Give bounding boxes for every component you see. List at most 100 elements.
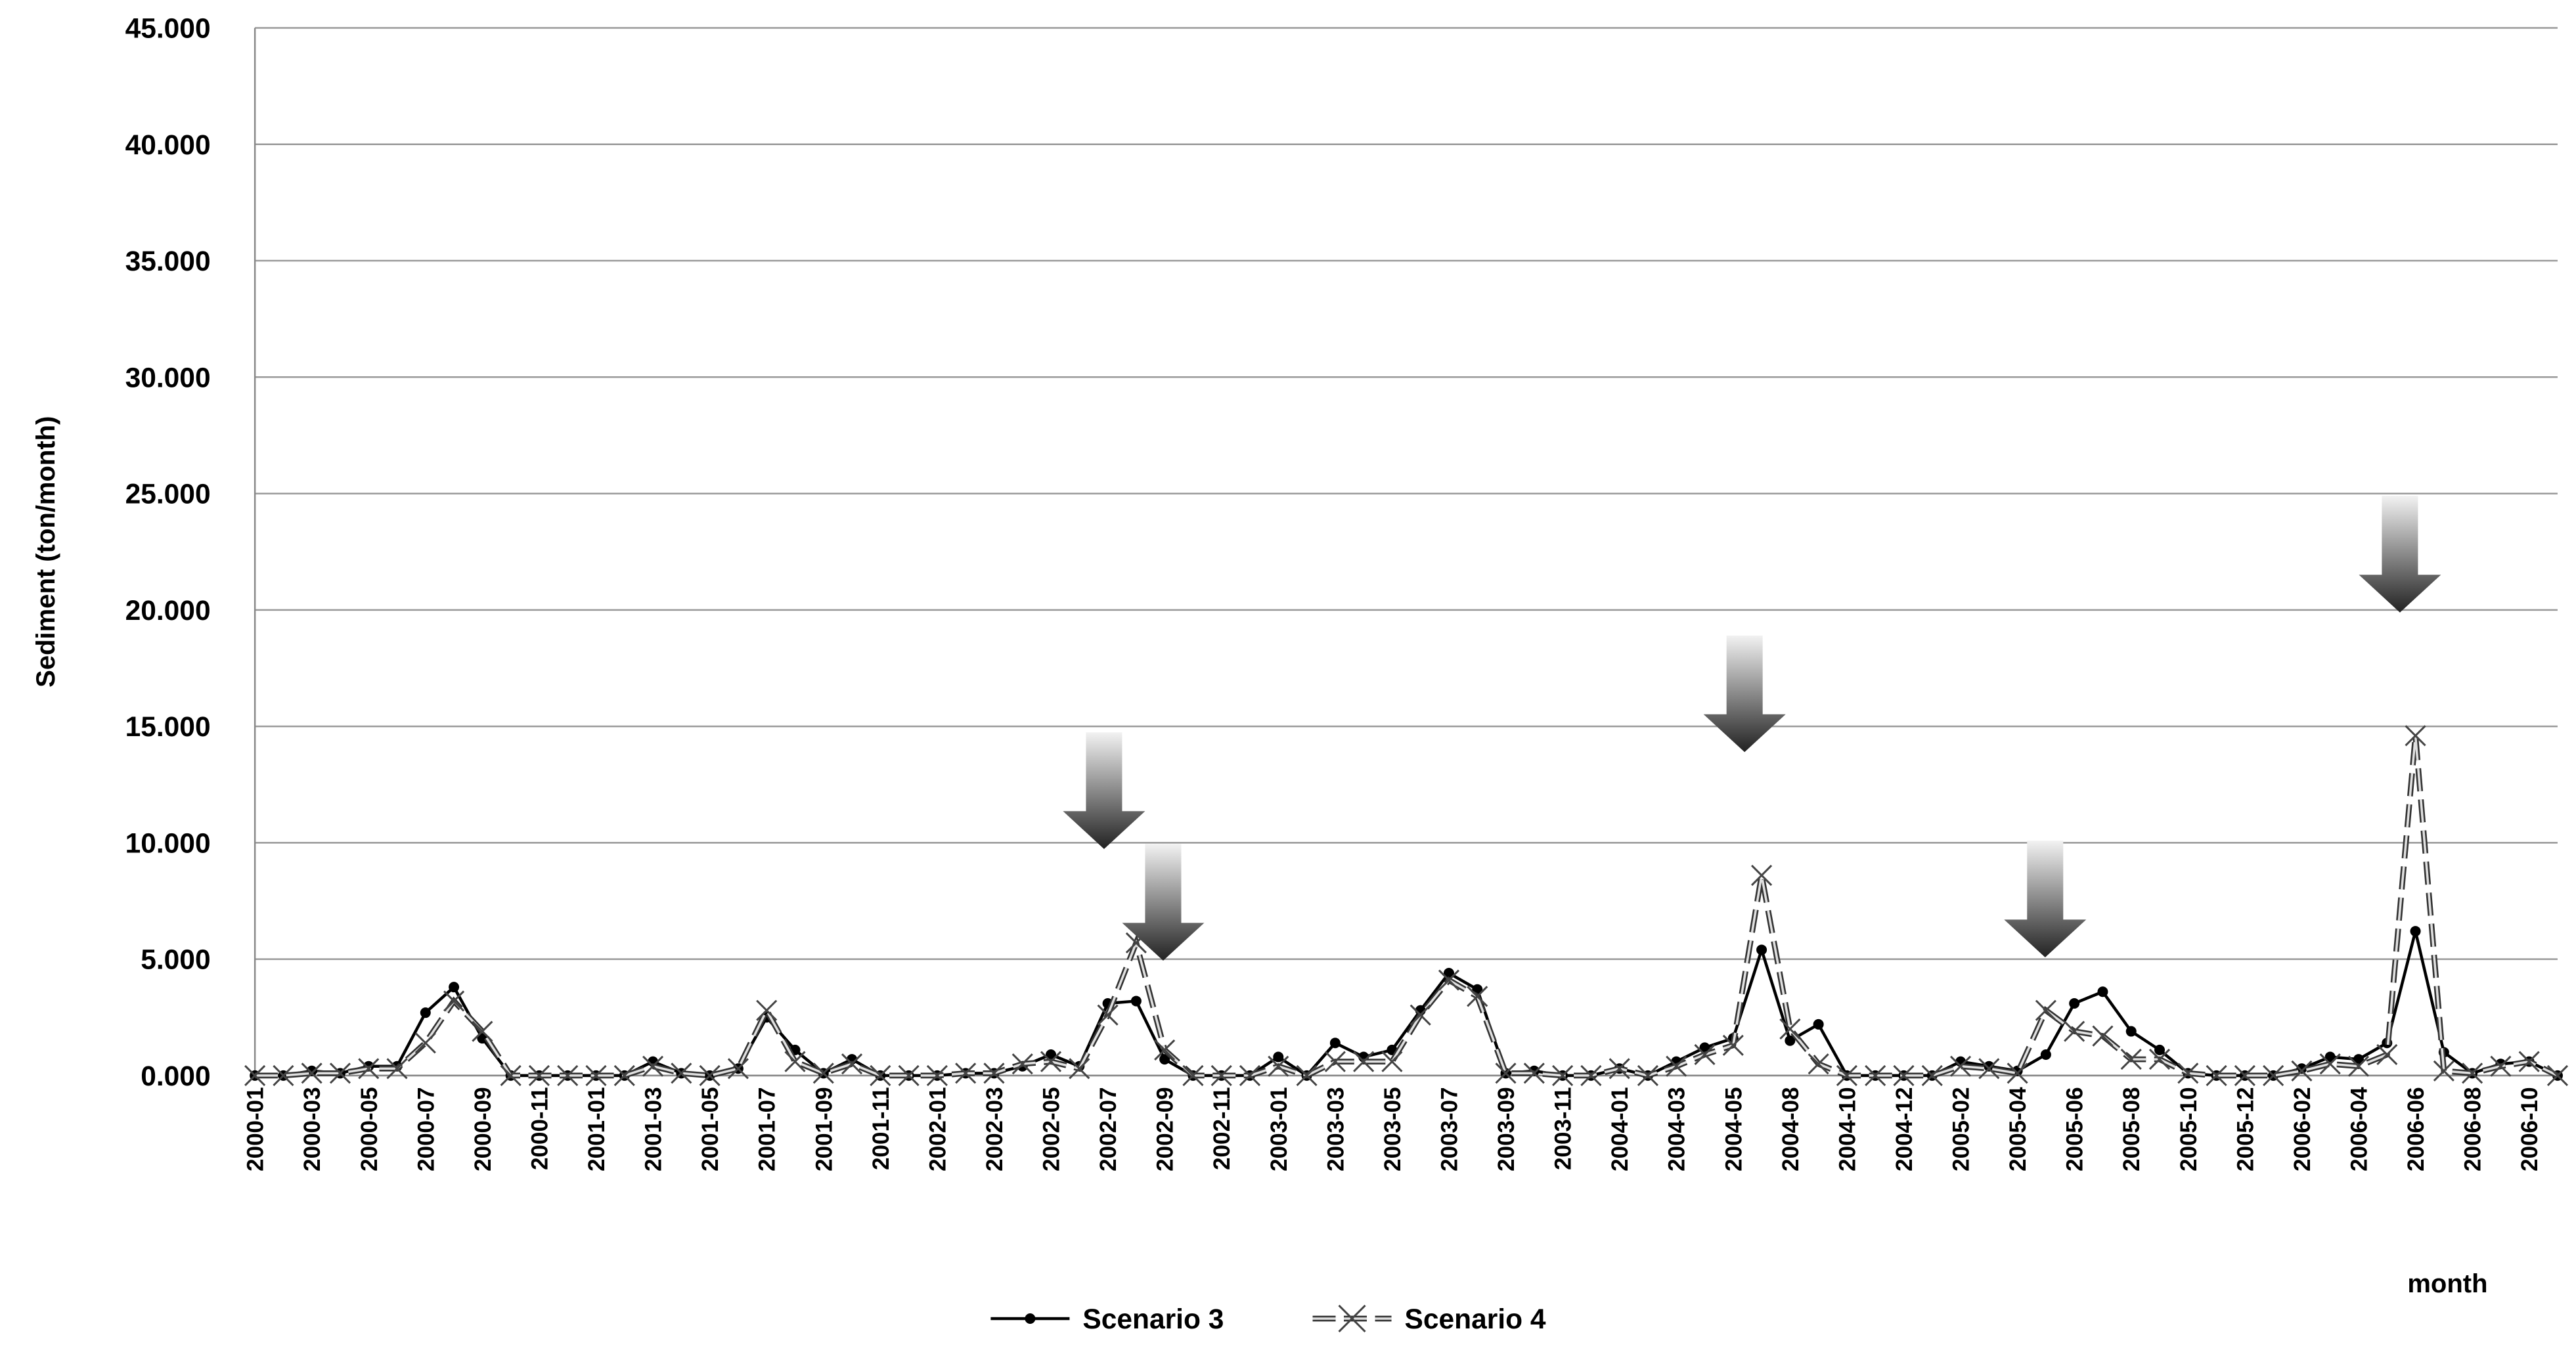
marker-x	[898, 1064, 920, 1086]
marker-x	[1353, 1051, 1375, 1072]
marker-x	[1296, 1064, 1318, 1086]
y-tick-label: 15.000	[125, 712, 211, 743]
marker-x	[1495, 1062, 1517, 1084]
marker-x	[585, 1064, 607, 1086]
marker-x	[642, 1055, 664, 1077]
marker-dot	[420, 1007, 431, 1019]
marker-x	[358, 1058, 380, 1080]
x-tick-label: 2005-04	[2005, 1087, 2031, 1172]
x-tick-label: 2000-05	[357, 1087, 382, 1171]
marker-x	[557, 1064, 579, 1086]
marker-dot	[1130, 996, 1142, 1007]
marker-x	[1438, 969, 1460, 991]
y-tick-label: 10.000	[125, 828, 211, 859]
x-tick-label: 2001-07	[755, 1087, 780, 1171]
x-tick-label: 2004-05	[1721, 1087, 1746, 1171]
marker-x	[500, 1064, 522, 1086]
marker-x	[1069, 1058, 1090, 1080]
x-tick-label: 2003-11	[1551, 1087, 1576, 1170]
y-tick-label: 20.000	[125, 596, 211, 626]
x-tick-label: 2006-06	[2403, 1087, 2429, 1171]
x-tick-label: 2006-10	[2517, 1087, 2543, 1171]
marker-x	[443, 990, 465, 1012]
marker-dot	[2296, 1063, 2307, 1074]
marker-dot	[1813, 1019, 1824, 1030]
marker-x	[2092, 1025, 2114, 1047]
marker-dot	[2324, 1051, 2336, 1062]
legend-label: Scenario 3	[1082, 1304, 1224, 1335]
marker-x	[1751, 864, 1773, 887]
marker-x	[1040, 1051, 1062, 1072]
marker-x	[1182, 1064, 1204, 1086]
arrow	[1063, 732, 1145, 849]
marker-dot	[1984, 1061, 1995, 1072]
y-tick-label: 30.000	[125, 362, 211, 393]
axes: 0.000 5.000 10.000 15.000 20.000 25.000 30.000…	[125, 14, 2558, 1172]
marker-x	[472, 1020, 493, 1042]
marker-x	[2007, 1062, 2028, 1084]
arrow	[2004, 841, 2087, 957]
marker-x	[1268, 1055, 1289, 1077]
marker-dot	[2125, 1026, 2137, 1037]
marker-x	[784, 1051, 806, 1072]
legend-item: Scenario 4	[1312, 1304, 1546, 1335]
legend-item: Scenario 3	[990, 1304, 1224, 1335]
marker-x	[727, 1058, 749, 1080]
marker-x	[2120, 1049, 2142, 1070]
marker-dot	[1273, 1051, 1284, 1062]
grid	[255, 27, 2558, 1077]
marker-x	[812, 1062, 834, 1084]
marker-x	[1722, 1034, 1744, 1056]
marker-x	[273, 1064, 294, 1086]
arrow	[2359, 496, 2441, 613]
legend-marker	[1025, 1313, 1036, 1324]
marker-x	[1381, 1051, 1403, 1072]
marker-x	[2347, 1055, 2370, 1077]
marker-x	[1239, 1064, 1261, 1086]
marker-x	[1836, 1064, 1857, 1086]
marker-dot	[1699, 1042, 1710, 1053]
marker-x	[2433, 1060, 2454, 1082]
marker-x	[329, 1062, 351, 1084]
marker-x	[841, 1053, 863, 1075]
marker-x	[1324, 1051, 1346, 1072]
arrows	[1063, 496, 2441, 961]
x-tick-label: 2003-03	[1323, 1087, 1348, 1171]
marker-x	[2035, 999, 2056, 1021]
marker-x	[2177, 1062, 2199, 1084]
marker-x	[1210, 1064, 1232, 1086]
plot-area	[244, 725, 2569, 1086]
x-tick-label: 2002-09	[1153, 1087, 1178, 1171]
marker-x	[244, 1064, 266, 1086]
x-tick-label: 2004-12	[1892, 1087, 1917, 1171]
x-tick-label: 2004-01	[1607, 1087, 1633, 1171]
marker-x	[983, 1062, 1005, 1084]
x-tick-label: 2005-10	[2176, 1087, 2202, 1171]
arrow	[1703, 635, 1786, 753]
x-tick-label: 2005-08	[2119, 1087, 2144, 1171]
x-tick-label: 2000-01	[243, 1087, 269, 1171]
marker-x	[1097, 1004, 1119, 1026]
marker-x	[301, 1062, 322, 1084]
marker-x	[1609, 1058, 1630, 1080]
marker-x	[2546, 1064, 2569, 1086]
marker-x	[2319, 1053, 2341, 1075]
x-axis-label: month	[2407, 1269, 2487, 1298]
legend: Scenario 3 Scenario 4	[990, 1304, 1546, 1335]
y-tick-label: 25.000	[125, 479, 211, 510]
marker-x	[1694, 1043, 1716, 1066]
marker-x	[870, 1064, 891, 1086]
x-tick-label: 2006-04	[2346, 1087, 2372, 1172]
x-tick-label: 2004-10	[1834, 1087, 1860, 1171]
marker-dot	[449, 982, 460, 993]
marker-x	[1011, 1053, 1033, 1075]
marker-x	[699, 1064, 721, 1086]
marker-x	[2376, 1043, 2398, 1066]
marker-x	[1978, 1058, 2000, 1080]
marker-x	[2263, 1064, 2284, 1086]
marker-x	[926, 1064, 948, 1086]
marker-dot	[2154, 1044, 2165, 1055]
marker-x	[528, 1064, 550, 1086]
marker-x	[756, 999, 778, 1021]
